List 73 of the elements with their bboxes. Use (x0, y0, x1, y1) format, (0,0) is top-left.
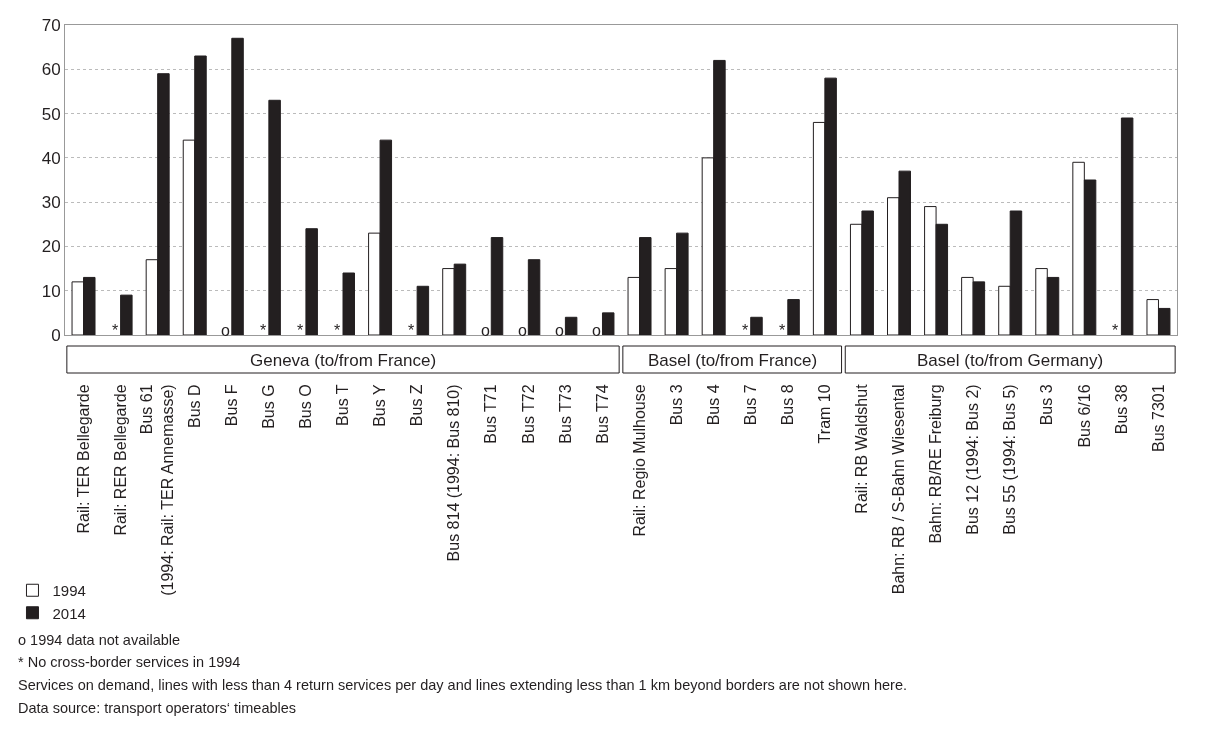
x-tick-label: Bahn: RB/RE Freiburg (927, 384, 945, 544)
annotation: * (334, 322, 341, 339)
text: * No cross-border services in 1994 (18, 654, 241, 670)
x-tick-label: Bus T74 (593, 384, 611, 444)
text: Services on demand, lines with less than 4 return services per day and lines extending less than 1 km beyond borders are not shown here. (18, 677, 908, 693)
x-tick-label: Bus 55 (1994: Bus 5) (1001, 384, 1019, 535)
text: Basel (to/from Germany) (917, 351, 1104, 370)
x-tick-label: Bus T73 (556, 384, 574, 444)
y-tick-label: 50 (41, 104, 61, 124)
legend-label: 1994 (52, 582, 86, 600)
x-tick-label: Bus 38 (1112, 384, 1130, 435)
annotation: o (592, 322, 601, 339)
x-tick-label: Bus T (334, 384, 352, 426)
x-tick-label: Bus F (223, 384, 240, 427)
x-tick-label: Bus 3 (1038, 384, 1056, 426)
x-tick-label: Rail: Regio Mulhouse (630, 384, 648, 537)
y-tick-label: 30 (41, 193, 61, 213)
x-tick-label: Bus 6/16 (1075, 384, 1093, 448)
y-tick-label: 70 (41, 15, 61, 35)
x-tick-label: Rail: RER Bellegarde (111, 384, 129, 536)
bar (564, 316, 578, 335)
x-tick-label: Rail: TER Bellegarde (74, 384, 92, 534)
annotation: * (297, 322, 304, 339)
x-tick-label: Bus 7301 (1149, 384, 1167, 453)
bar (750, 316, 763, 335)
y-tick-label: 40 (41, 148, 61, 168)
x-tick-label: Bus 814 (1994: Bus 810) (445, 384, 463, 562)
bar (601, 312, 615, 335)
y-tick-label: 20 (41, 237, 61, 257)
x-tick-label: Bus 3 (667, 384, 685, 426)
annotation: * (112, 322, 119, 339)
y-tick-label: 60 (41, 60, 61, 80)
x-tick-label: Bus 61 (1994: Rail: TER Annemasse) (138, 384, 177, 596)
annotation: * (408, 322, 415, 339)
annotation: o (555, 322, 564, 339)
bar (527, 259, 541, 335)
y-tick-label: 0 (51, 325, 61, 345)
annotation: o (518, 322, 527, 339)
x-tick-label: Bus 7 (741, 384, 759, 426)
annotation: * (260, 322, 267, 339)
bar (1120, 117, 1134, 335)
legend-label: 2014 (52, 604, 86, 622)
bar (305, 228, 318, 335)
annotation: o (221, 322, 230, 339)
bar (268, 99, 281, 335)
bar (416, 285, 430, 335)
text: o 1994 data not available (18, 632, 181, 648)
y-tick-label: 10 (41, 281, 61, 301)
x-tick-label: Bus G (260, 384, 278, 429)
source-note: Data source: transport operators‘ timeables (18, 700, 297, 716)
bar (490, 237, 504, 335)
bar (787, 299, 800, 335)
text: Basel (to/from France) (648, 351, 818, 370)
annotation: o (481, 322, 490, 339)
x-tick-label: Bus T72 (519, 384, 537, 444)
x-tick-label: Rail: RB Waldshut (853, 383, 871, 514)
x-tick-label: Tram 10 (816, 384, 834, 444)
x-tick-label: Bus O (297, 384, 315, 429)
x-tick-label: Bus 8 (779, 384, 796, 426)
x-tick-label: Bus 12 (1994: Bus 2) (964, 384, 982, 535)
annotation: * (779, 322, 786, 339)
x-tick-label: Bus 4 (704, 384, 722, 426)
bar (120, 294, 133, 335)
x-tick-label: Bus D (185, 384, 203, 428)
bar (342, 272, 355, 335)
x-tick-label: Bus Z (408, 384, 426, 427)
x-tick-label: Bus T71 (482, 384, 500, 444)
bar (231, 37, 244, 335)
text: Geneva (to/from France) (250, 351, 437, 370)
annotation: * (742, 322, 749, 339)
x-tick-label: Bahn: RB / S-Bahn Wiesental (890, 384, 908, 595)
x-tick-label: Bus Y (371, 384, 389, 427)
annotation: * (1112, 322, 1119, 339)
